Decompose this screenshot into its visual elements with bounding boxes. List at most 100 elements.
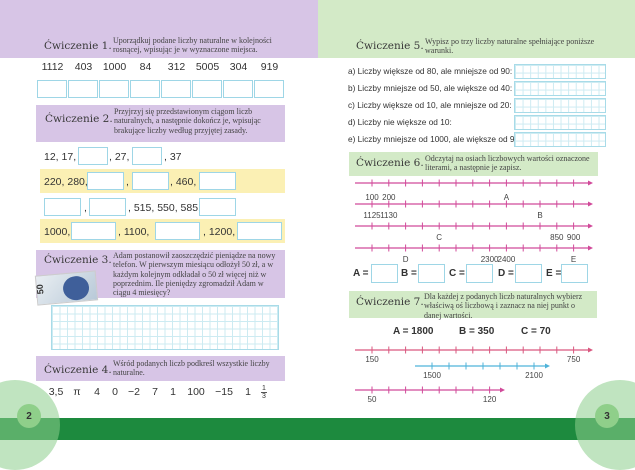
ex3-title: Ćwiczenie 3.	[44, 254, 112, 266]
axis-label: E	[570, 255, 577, 264]
seq3-box[interactable]	[199, 198, 236, 216]
arrow-icon	[588, 347, 593, 353]
ex4-header	[36, 356, 285, 381]
ex5-instruction: Wypisz po trzy liczby naturalne spełniaj…	[425, 37, 595, 56]
ex5-item-label: b) Liczby mniejsze od 50, ale większe od…	[348, 83, 513, 93]
seq4-text: , 1200,	[203, 226, 236, 238]
ex1-number: 312	[167, 61, 186, 73]
axis-label: 1125	[363, 211, 381, 220]
ex6-instruction: Odczytaj na osiach liczbowych wartości o…	[425, 154, 590, 173]
page-number-left: 2	[17, 404, 41, 428]
axis-label: 850	[550, 233, 564, 242]
fraction-numerator: 1	[261, 385, 267, 393]
arrow-icon	[545, 363, 550, 369]
ex1-number: 304	[229, 61, 248, 73]
ex4-number[interactable]: π	[73, 386, 81, 398]
ex5-title: Ćwiczenie 5.	[356, 40, 424, 52]
seq3-box[interactable]	[44, 198, 81, 216]
axis-label: 900	[566, 233, 581, 242]
ex1-number: 84	[139, 61, 152, 73]
axis-label: 50	[367, 395, 377, 404]
ex1-answer-box[interactable]	[130, 80, 160, 98]
ex1-number: 1112	[41, 61, 64, 73]
axis-label: 1500	[423, 371, 441, 380]
seq1-box[interactable]	[132, 147, 162, 165]
ex5-answer-grid[interactable]	[514, 115, 606, 130]
axis-label: 2300	[480, 255, 499, 264]
seq2-text: 220, 280,	[44, 176, 88, 188]
ex7-header	[349, 291, 597, 318]
ex7-title: Ćwiczenie 7.	[356, 296, 424, 308]
ex1-number: 403	[74, 61, 93, 73]
ex6-answer-label: A =	[353, 268, 369, 279]
ex4-number[interactable]: 1	[245, 386, 251, 398]
axis-label: 200	[382, 193, 396, 202]
ex6-answer-box[interactable]	[371, 264, 398, 283]
ex5-answer-grid[interactable]	[514, 98, 606, 113]
ex5-answer-grid[interactable]	[514, 132, 606, 147]
ex5-item-label: c) Liczby większe od 10, ale mniejsze od…	[348, 100, 512, 110]
ex4-number[interactable]: −2	[128, 386, 140, 398]
arrow-icon	[588, 201, 593, 207]
axis-label: 1130	[380, 211, 398, 220]
ex4-number[interactable]: 100	[187, 386, 205, 398]
ex3-answer-grid[interactable]	[51, 305, 279, 350]
ex6-answer-box[interactable]	[466, 264, 493, 283]
ex1-header	[0, 0, 318, 58]
axis-label: D	[402, 255, 409, 264]
seq4-box[interactable]	[71, 222, 116, 240]
ex6-answer-box[interactable]	[418, 264, 445, 283]
ex6-answer-label: C =	[449, 268, 465, 279]
ex4-number[interactable]: 3,5	[48, 386, 64, 398]
seq4-text: , 1100,	[118, 226, 150, 238]
ex1-answer-box[interactable]	[99, 80, 129, 98]
ex4-number[interactable]: 1	[170, 386, 176, 398]
ex1-answer-box[interactable]	[161, 80, 191, 98]
ex1-answer-box[interactable]	[192, 80, 222, 98]
footer-band	[0, 418, 635, 440]
ex2-title: Ćwiczenie 2.	[45, 113, 113, 125]
ex6-answer-box[interactable]	[515, 264, 542, 283]
ex1-answer-box[interactable]	[68, 80, 98, 98]
axis-label: 120	[482, 395, 497, 404]
ex4-number[interactable]: 4	[94, 386, 100, 398]
axis-label: B	[537, 211, 543, 220]
ex4-fraction[interactable]: 1 3	[261, 385, 267, 400]
ex4-instruction: Wśród podanych liczb podkreśl wszystkie …	[113, 359, 270, 378]
seq1-box[interactable]	[78, 147, 108, 165]
ex1-answer-box[interactable]	[37, 80, 67, 98]
number-lines	[355, 179, 593, 394]
seq4-box[interactable]	[237, 222, 282, 240]
seq1-text: , 27,	[109, 151, 130, 163]
ex4-number[interactable]: 7	[152, 386, 158, 398]
arrow-icon	[588, 245, 593, 251]
seq3-box[interactable]	[89, 198, 126, 216]
axis-label: 150	[365, 355, 379, 364]
seq2-box[interactable]	[132, 172, 169, 190]
ex4-number[interactable]: 0	[112, 386, 118, 398]
ex5-answer-grid[interactable]	[514, 64, 606, 79]
ex7-value-a: A = 1800	[393, 326, 434, 337]
ex2-header	[36, 105, 285, 142]
seq2-box[interactable]	[87, 172, 124, 190]
ex1-title: Ćwiczenie 1.	[44, 40, 112, 52]
ex1-answer-box[interactable]	[223, 80, 253, 98]
axis-label: 750	[566, 355, 581, 364]
ex4-number[interactable]: −15	[215, 386, 233, 398]
ex1-answer-box[interactable]	[254, 80, 284, 98]
ex7-value-b: B = 350	[459, 326, 495, 337]
axis-label: 2100	[525, 371, 543, 380]
ex6-answer-label: E =	[546, 268, 562, 279]
seq3-text: ,	[84, 202, 87, 214]
ex3-instruction: Adam postanowił zaoszczędzić pieniądze n…	[113, 251, 276, 298]
ex6-answer-box[interactable]	[561, 264, 588, 283]
ex5-item-label: e) Liczby mniejsze od 1000, ale większe …	[348, 134, 527, 144]
ex1-number: 1000	[102, 61, 127, 73]
seq1-text: , 37	[164, 151, 182, 163]
seq2-box[interactable]	[199, 172, 236, 190]
ex1-instruction: Uporządkuj podane liczby naturalne w kol…	[113, 36, 272, 55]
seq4-box[interactable]	[155, 222, 200, 240]
page-number-right: 3	[595, 404, 619, 428]
ex5-answer-grid[interactable]	[514, 81, 606, 96]
arrow-icon	[500, 387, 505, 393]
